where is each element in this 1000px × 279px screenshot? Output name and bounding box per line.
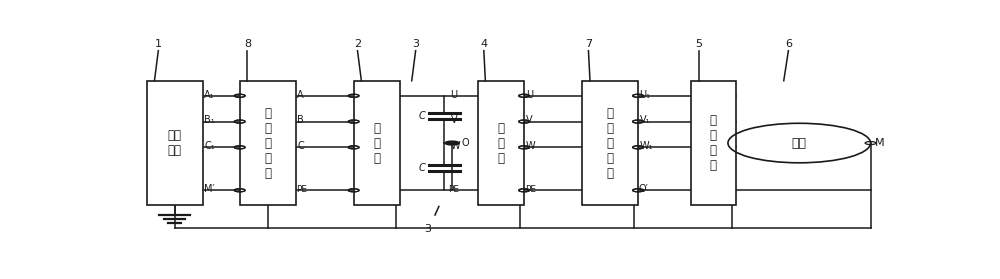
Text: O: O xyxy=(461,138,469,148)
Bar xyxy=(478,81,524,205)
Text: 逆
变
器: 逆 变 器 xyxy=(497,122,504,165)
Text: PE: PE xyxy=(296,185,307,194)
Text: 5: 5 xyxy=(695,39,702,49)
Bar xyxy=(691,81,736,205)
Text: C: C xyxy=(419,111,426,121)
Text: U: U xyxy=(526,90,533,100)
Text: A: A xyxy=(297,90,304,100)
Text: U₁: U₁ xyxy=(640,90,651,100)
Text: 长
线
电
缆: 长 线 电 缆 xyxy=(710,114,717,172)
Bar xyxy=(354,81,400,205)
Text: V₁: V₁ xyxy=(640,116,650,126)
Bar xyxy=(240,81,296,205)
Text: B₁: B₁ xyxy=(204,116,215,126)
Text: B: B xyxy=(297,116,304,126)
Text: 电机: 电机 xyxy=(792,136,807,150)
Text: O′: O′ xyxy=(639,184,649,194)
Text: 第
二
滤
波
器: 第 二 滤 波 器 xyxy=(264,107,271,180)
Text: W₁: W₁ xyxy=(640,141,653,151)
Text: W: W xyxy=(526,141,535,151)
Text: V: V xyxy=(526,116,532,126)
Text: 6: 6 xyxy=(785,39,792,49)
Bar xyxy=(147,81,202,205)
Text: 交流
电源: 交流 电源 xyxy=(168,129,182,157)
Text: 3: 3 xyxy=(424,223,431,234)
Text: V: V xyxy=(451,116,457,126)
Bar xyxy=(582,81,638,205)
Text: C₁: C₁ xyxy=(204,141,215,151)
Circle shape xyxy=(445,141,459,145)
Text: 7: 7 xyxy=(585,39,592,49)
Text: 2: 2 xyxy=(354,39,361,49)
Text: A₁: A₁ xyxy=(204,90,215,100)
Text: C: C xyxy=(297,141,304,151)
Text: M′: M′ xyxy=(204,184,215,194)
Text: 1: 1 xyxy=(155,39,162,49)
Text: 第
一
滤
波
器: 第 一 滤 波 器 xyxy=(607,107,614,180)
Text: PE: PE xyxy=(525,185,536,194)
Text: W: W xyxy=(451,141,460,151)
Text: 4: 4 xyxy=(480,39,487,49)
Text: 3: 3 xyxy=(412,39,419,49)
Text: C: C xyxy=(419,163,426,173)
Text: 8: 8 xyxy=(244,39,251,49)
Text: PE: PE xyxy=(448,185,459,194)
Text: U: U xyxy=(451,90,458,100)
Text: M: M xyxy=(875,138,885,148)
Text: 整
流
器: 整 流 器 xyxy=(373,122,380,165)
